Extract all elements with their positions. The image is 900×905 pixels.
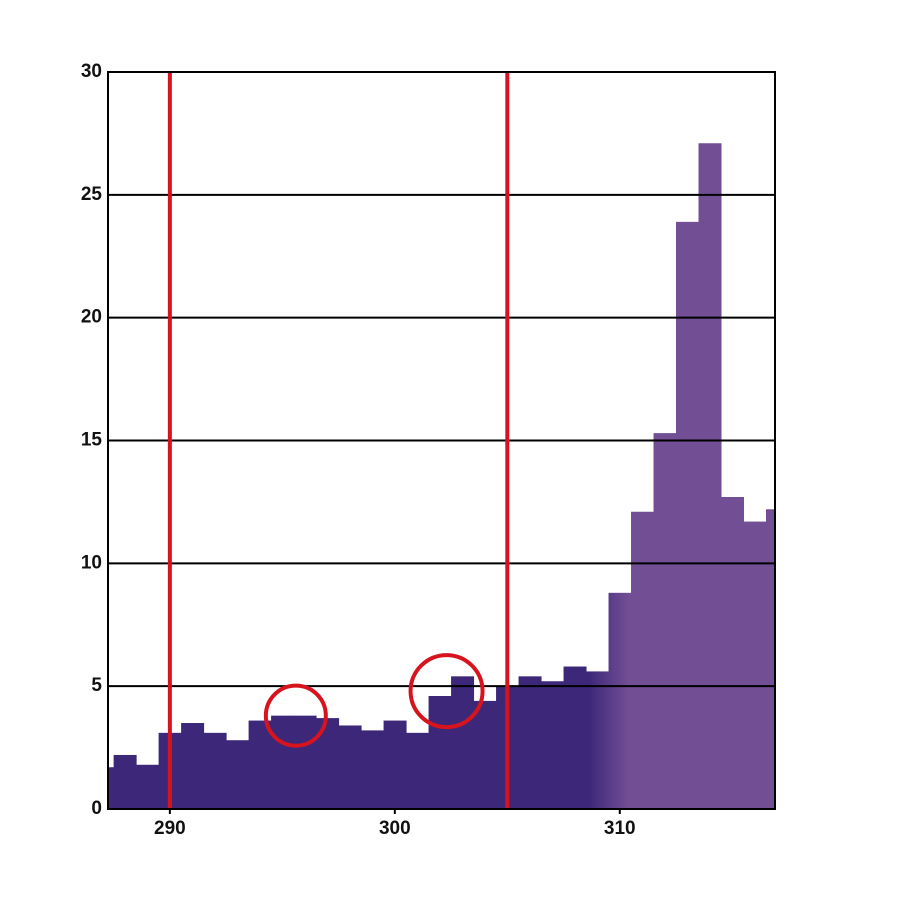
plot-frame — [107, 71, 776, 810]
bar — [586, 671, 610, 809]
bar — [653, 433, 677, 809]
bar — [631, 511, 655, 809]
bar — [676, 221, 700, 809]
tick-labels: 0 5 10 15 20 25 30 290 300 310 — [81, 61, 636, 839]
x-tick-label: 310 — [604, 818, 636, 839]
y-tick-label: 0 — [91, 798, 102, 819]
bar — [271, 715, 295, 809]
bar — [721, 497, 745, 809]
bar — [248, 720, 272, 809]
bar — [698, 143, 722, 809]
x-tick-label: 300 — [379, 818, 411, 839]
bar — [608, 592, 632, 809]
bar — [338, 725, 362, 809]
bar — [563, 666, 587, 809]
y-tick-label: 25 — [81, 184, 103, 205]
y-tick-label: 5 — [91, 675, 102, 696]
highlight-circle — [263, 683, 328, 748]
bar — [451, 676, 475, 809]
bar — [428, 695, 452, 809]
bar — [293, 715, 317, 809]
bar — [406, 732, 430, 809]
bar — [518, 676, 542, 809]
bar — [203, 732, 227, 809]
bar — [108, 767, 115, 809]
bar — [541, 681, 565, 809]
y-tick-label: 20 — [81, 307, 102, 328]
bar — [473, 700, 497, 809]
bar — [113, 754, 137, 809]
bar — [181, 723, 205, 809]
highlight-circle — [408, 653, 485, 730]
bar — [226, 740, 250, 809]
bars — [108, 143, 775, 809]
annotations — [167, 72, 510, 809]
x-tick-label: 290 — [154, 818, 186, 839]
y-tick-label: 10 — [81, 552, 102, 573]
bar — [361, 730, 385, 809]
y-tick-label: 15 — [81, 430, 103, 451]
bar — [766, 509, 775, 809]
bar — [383, 720, 407, 809]
bar — [743, 521, 767, 809]
bar — [136, 764, 160, 809]
bar — [316, 718, 340, 809]
y-tick-label: 30 — [81, 61, 102, 82]
